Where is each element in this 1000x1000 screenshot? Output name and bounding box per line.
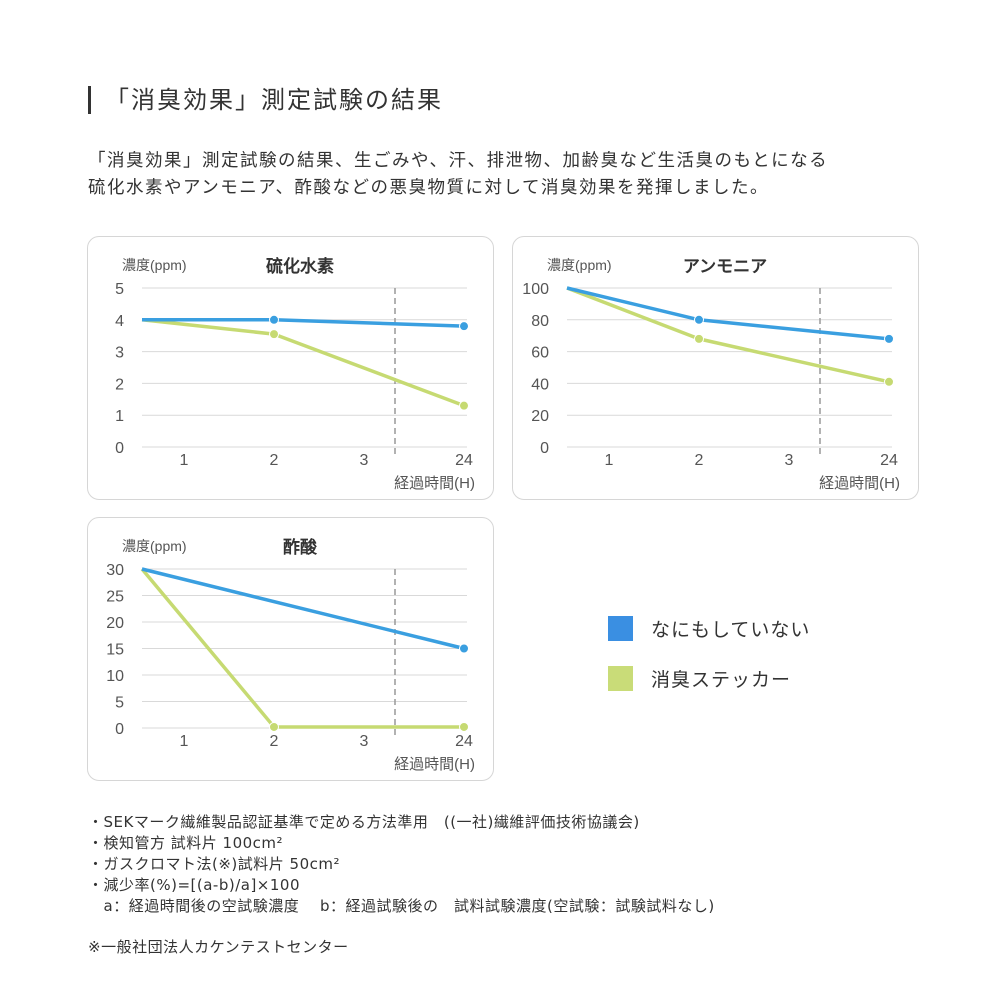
chart-panel-hydrogen-sulfide: 濃度(ppm) 硫化水素 0 1 2 3 4 5 1 2 3 24 経過時間(H) — [87, 236, 494, 500]
series-line-sticker — [140, 567, 464, 729]
y-tick-label: 3 — [115, 345, 124, 362]
x-tick-label: 1 — [180, 452, 189, 469]
y-tick-label: 1 — [115, 408, 124, 425]
data-point-none — [269, 314, 279, 325]
chart-panel-ammonia: 濃度(ppm) アンモニア 0 20 40 60 80 100 1 2 3 24 経過時間(H) — [512, 236, 919, 500]
series-line-sticker — [141, 318, 465, 408]
x-tick-label: 1 — [605, 452, 614, 469]
page-title: 「消臭効果」測定試験の結果 — [88, 86, 443, 114]
y-axis-label: 濃度(ppm) — [547, 257, 612, 273]
y-tick-label: 20 — [531, 408, 549, 425]
x-tick-label: 24 — [455, 452, 473, 469]
chart-title: アンモニア — [683, 257, 767, 276]
legend-item-none: なにもしていない — [608, 615, 810, 641]
note-line: ・減少率(%)=[(a-b)/a]×100 — [88, 876, 301, 894]
y-tick-label: 2 — [115, 376, 124, 393]
source-note: ※一般社団法人カケンテストセンター — [88, 938, 349, 956]
series-line-none — [141, 567, 465, 651]
x-tick-label: 3 — [360, 733, 369, 750]
x-tick-label: 3 — [785, 452, 794, 469]
y-tick-label: 5 — [115, 281, 124, 298]
legend-swatch-none — [608, 615, 633, 641]
x-tick-label: 24 — [880, 452, 898, 469]
legend-label: なにもしていない — [651, 618, 811, 641]
notes: ・SEKマーク繊維製品認証基準で定める方法準用 ((一社)繊維評価技術協議会) … — [88, 812, 715, 917]
y-axis-label: 濃度(ppm) — [122, 538, 187, 554]
data-point-sticker — [884, 376, 894, 387]
data-point-none — [459, 643, 469, 654]
note-line: a：経過時間後の空試験濃度 b：経過試験後の 試料試験濃度(空試験：試験試料なし… — [88, 897, 715, 915]
y-tick-label: 60 — [531, 345, 549, 362]
intro-line: 「消臭効果」測定試験の結果、生ごみや、汗、排泄物、加齢臭など生活臭のもとになる — [88, 151, 829, 171]
y-tick-label: 5 — [115, 695, 124, 712]
legend-item-sticker: 消臭ステッカー — [608, 665, 810, 691]
y-tick-label: 10 — [106, 668, 124, 685]
data-point-sticker — [459, 721, 469, 732]
y-tick-label: 80 — [531, 313, 549, 330]
chart-svg: 濃度(ppm) 硫化水素 0 1 2 3 4 5 1 2 3 24 経過時間(H) — [115, 256, 475, 492]
x-axis-label: 経過時間(H) — [394, 475, 475, 492]
legend: なにもしていない 消臭ステッカー — [608, 615, 810, 715]
data-point-sticker — [459, 400, 469, 411]
data-point-sticker — [694, 333, 704, 344]
intro-text: 「消臭効果」測定試験の結果、生ごみや、汗、排泄物、加齢臭など生活臭のもとになる … — [88, 148, 828, 202]
y-tick-label: 25 — [106, 589, 124, 606]
intro-line: 硫化水素やアンモニア、酢酸などの悪臭物質に対して消臭効果を発揮しました。 — [88, 178, 770, 198]
x-tick-label: 1 — [180, 733, 189, 750]
chart-svg: 濃度(ppm) 酢酸 0 5 10 15 20 25 30 1 2 3 24 経過時間(H) — [106, 537, 475, 773]
y-tick-label: 0 — [540, 440, 549, 457]
data-point-none — [694, 314, 704, 325]
chart-panel-acetic-acid: 濃度(ppm) 酢酸 0 5 10 15 20 25 30 1 2 3 24 経過時間(H) — [87, 517, 494, 781]
chart-svg: 濃度(ppm) アンモニア 0 20 40 60 80 100 1 2 3 24 経過時間(H) — [522, 257, 900, 492]
y-tick-label: 0 — [115, 440, 124, 457]
y-tick-label: 15 — [106, 642, 124, 659]
y-tick-label: 20 — [106, 615, 124, 632]
y-tick-label: 40 — [531, 376, 549, 393]
y-tick-label: 0 — [115, 721, 124, 738]
legend-label: 消臭ステッカー — [651, 668, 792, 691]
legend-swatch-sticker — [608, 665, 633, 691]
x-tick-label: 24 — [455, 733, 473, 750]
data-point-none — [884, 333, 894, 344]
y-tick-label: 100 — [522, 281, 549, 298]
y-tick-label: 30 — [106, 562, 124, 579]
note-line: ・SEKマーク繊維製品認証基準で定める方法準用 ((一社)繊維評価技術協議会) — [88, 813, 640, 831]
x-tick-label: 3 — [360, 452, 369, 469]
x-tick-label: 2 — [270, 733, 279, 750]
data-point-sticker — [269, 329, 279, 340]
series-line-none — [566, 286, 890, 341]
data-point-none — [459, 321, 469, 332]
chart-title: 硫化水素 — [266, 256, 334, 276]
y-tick-label: 4 — [115, 313, 124, 330]
x-tick-label: 2 — [695, 452, 704, 469]
data-point-sticker — [269, 721, 279, 732]
chart-title: 酢酸 — [283, 537, 318, 557]
x-axis-label: 経過時間(H) — [394, 756, 475, 773]
note-line: ・ガスクロマト法(※)試料片 50cm² — [88, 855, 341, 873]
y-axis-label: 濃度(ppm) — [122, 257, 187, 273]
x-axis-label: 経過時間(H) — [819, 475, 900, 492]
note-line: ・検知管方 試料片 100cm² — [88, 834, 284, 852]
x-tick-label: 2 — [270, 452, 279, 469]
